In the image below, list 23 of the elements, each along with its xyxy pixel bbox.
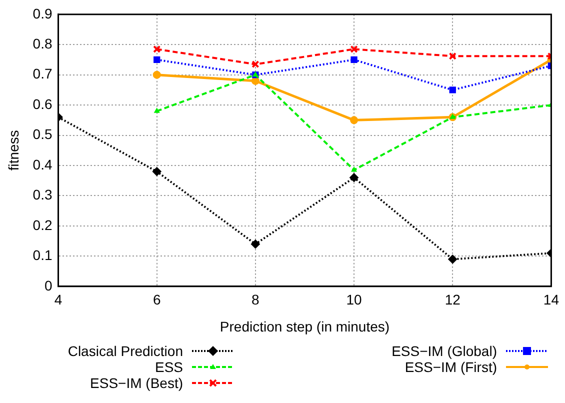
y-tick-label: 0.2 — [32, 216, 52, 233]
y-tick-label: 0.4 — [32, 156, 52, 172]
legend-label: ESS−IM (First) — [404, 359, 497, 375]
legend-label: Clasical Prediction — [68, 343, 183, 359]
x-tick-label: 4 — [54, 292, 62, 308]
y-tick-label: 0 — [44, 277, 52, 294]
legend-label: ESS−IM (Best) — [90, 375, 183, 391]
legend-label: ESS−IM (Global) — [392, 343, 497, 359]
x-tick-label: 12 — [444, 292, 461, 308]
x-tick-label: 14 — [543, 292, 560, 308]
legend-label: ESS — [154, 359, 183, 375]
y-tick-label: 0.1 — [32, 247, 52, 264]
y-tick-label: 0.8 — [32, 35, 52, 52]
x-tick-label: 8 — [252, 292, 260, 308]
x-tick-label: 6 — [152, 292, 161, 308]
y-tick-label: 0.9 — [32, 5, 52, 22]
x-tick-label: 10 — [346, 292, 362, 308]
y-tick-label: 0.6 — [32, 96, 52, 112]
y-tick-label: 0.3 — [32, 186, 52, 203]
y-tick-label: 0.5 — [32, 126, 52, 142]
x-axis-title: Prediction step (in minutes) — [220, 318, 390, 334]
y-axis-title: fitness — [5, 130, 22, 171]
y-tick-label: 0.7 — [32, 66, 52, 82]
